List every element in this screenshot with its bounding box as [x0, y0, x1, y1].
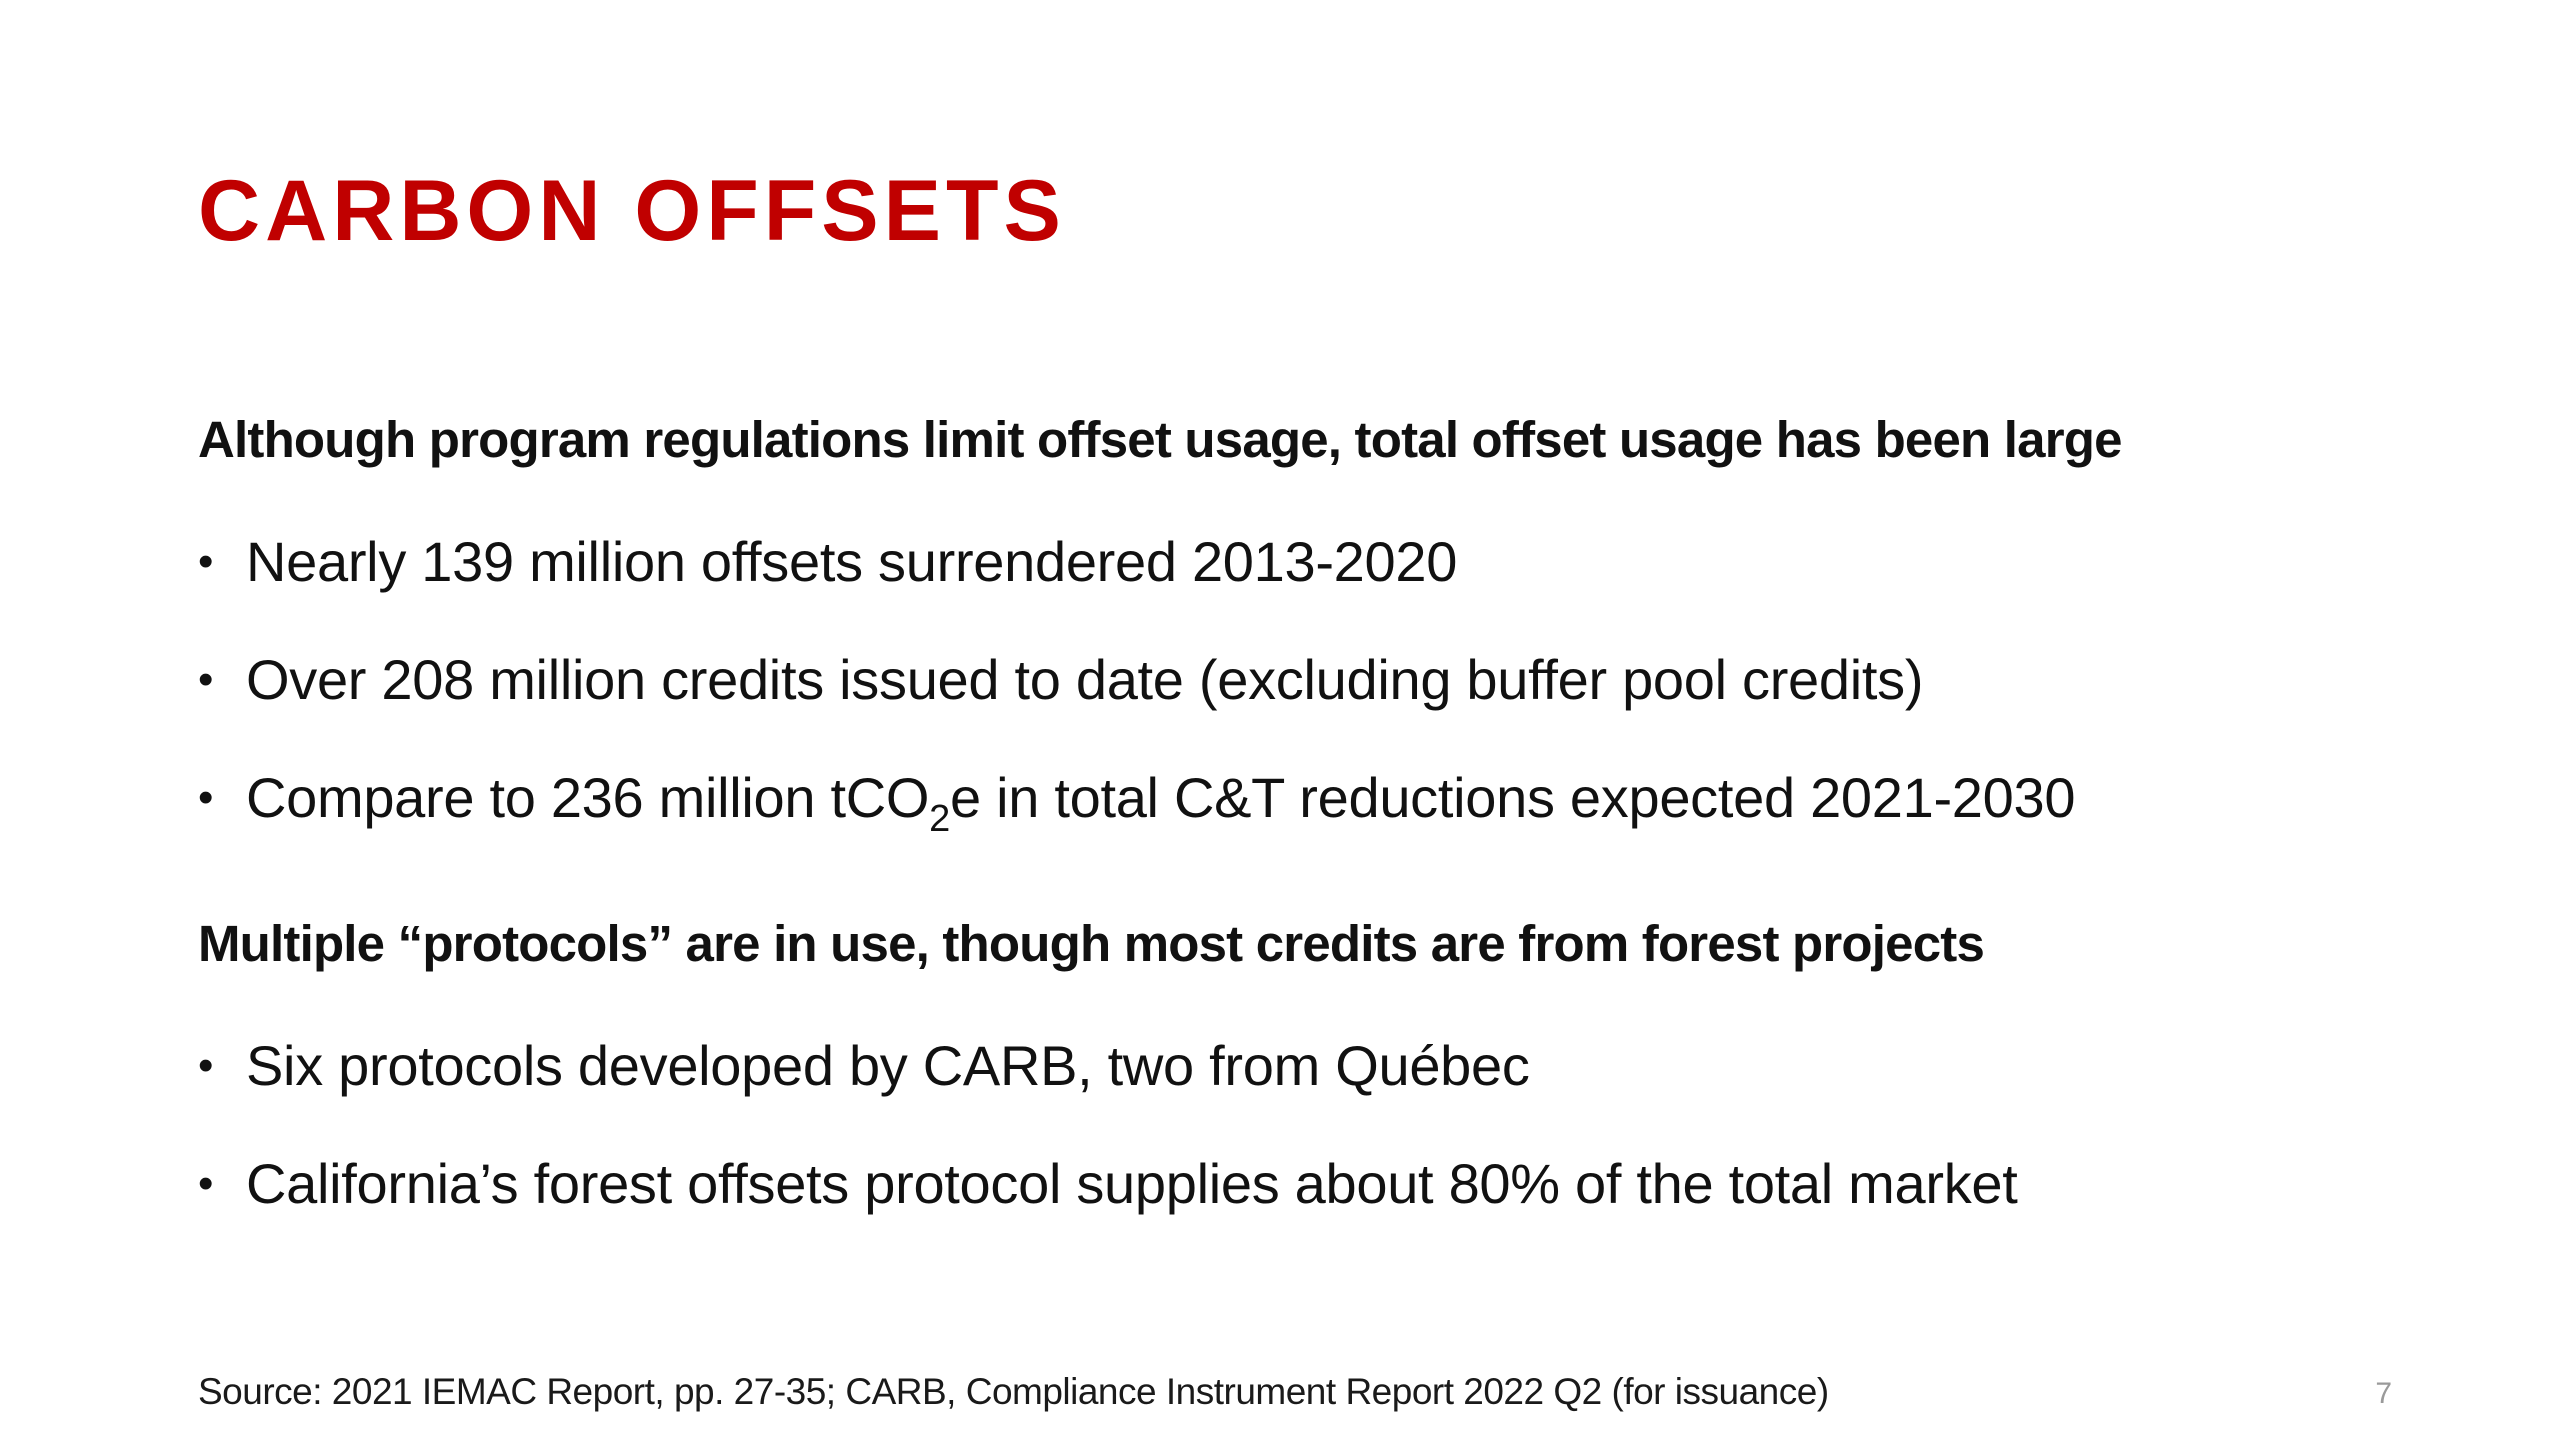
- source-citation: Source: 2021 IEMAC Report, pp. 27-35; CA…: [198, 1371, 1829, 1412]
- bullet-text-part: e in total C&T reductions expected 2021-…: [950, 766, 2076, 829]
- subscript-text: 2: [929, 798, 950, 840]
- bullet-text: Over 208 million credits issued to date …: [246, 648, 1924, 711]
- bullet-icon: •: [198, 1041, 214, 1090]
- bullet-text-part: Compare to 236 million tCO: [246, 766, 930, 829]
- page-number: 7: [2375, 1377, 2392, 1410]
- bullet-icon: •: [198, 655, 214, 704]
- bullet-text: Nearly 139 million offsets surrendered 2…: [246, 530, 1458, 593]
- bullet-icon: •: [198, 1159, 214, 1208]
- section-heading-protocols: Multiple “protocols” are in use, though …: [198, 915, 1985, 972]
- bullet-text: Six protocols developed by CARB, two fro…: [246, 1034, 1530, 1097]
- bullet-text: Compare to 236 million tCO2e in total C&…: [246, 766, 2076, 839]
- bullet-icon: •: [198, 773, 214, 822]
- slide-title: CARBON OFFSETS: [198, 163, 1066, 259]
- section-heading-offset-usage: Although program regulations limit offse…: [198, 411, 2122, 468]
- bullet-icon: •: [198, 537, 214, 586]
- bullet-text: California’s forest offsets protocol sup…: [246, 1152, 2018, 1215]
